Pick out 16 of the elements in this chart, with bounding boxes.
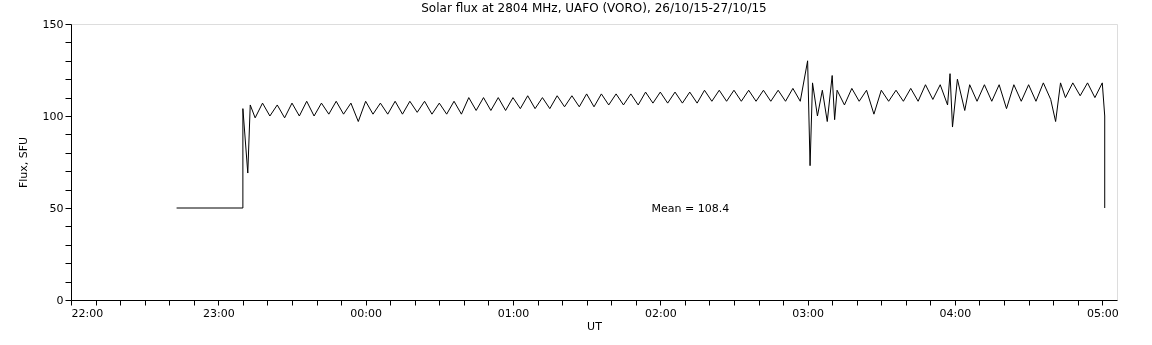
chart-title: Solar flux at 2804 MHz, UAFO (VORO), 26/10/15-27/10/15: [421, 1, 767, 15]
annotation: Mean = 108.4: [651, 201, 730, 215]
x-axis-title: UT: [587, 319, 603, 333]
x-tick-label: 23:00: [202, 306, 235, 320]
x-tick-label: 00:00: [350, 306, 382, 320]
y-tick-label: 100: [42, 109, 64, 123]
x-tick-label: 01:00: [497, 306, 530, 320]
x-tick-label: 05:00: [1086, 306, 1119, 320]
x-tick-label: 22:00: [71, 306, 104, 320]
x-tick-label: 02:00: [644, 306, 677, 320]
x-tick-label: 04:00: [939, 306, 972, 320]
y-axis-title: Flux, SFU: [16, 136, 30, 189]
y-tick-label: 150: [42, 17, 64, 31]
y-tick-label: 50: [49, 201, 64, 215]
x-tick-label: 03:00: [792, 306, 824, 320]
y-tick-label: 0: [56, 293, 64, 307]
